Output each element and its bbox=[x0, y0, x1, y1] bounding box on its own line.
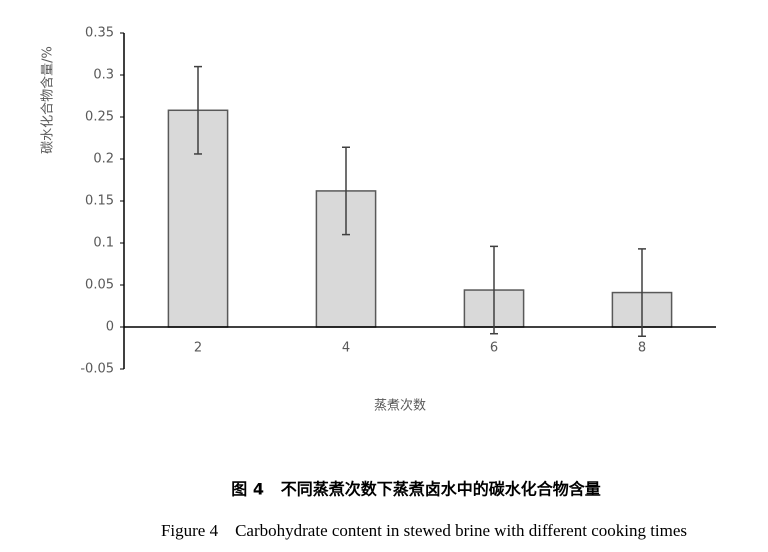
y-tick-label: 0.15 bbox=[85, 194, 114, 209]
x-tick-label: 6 bbox=[490, 341, 498, 356]
error-bar bbox=[490, 245, 498, 335]
y-tick-label: 0.3 bbox=[93, 68, 114, 83]
error-bar bbox=[194, 65, 202, 155]
y-tick-label: -0.05 bbox=[80, 362, 114, 377]
figure-caption: 图 4 不同蒸煮次数下蒸煮卤水中的碳水化合物含量 bbox=[231, 480, 600, 499]
y-tick-label: 0.2 bbox=[93, 152, 114, 167]
y-tick-label: 0.05 bbox=[85, 278, 114, 293]
figure-caption-en: Figure 4 Carbohydrate content in stewed … bbox=[161, 521, 687, 540]
y-tick-label: 0.35 bbox=[85, 26, 114, 41]
x-tick-label: 8 bbox=[638, 341, 646, 356]
error-bar bbox=[342, 146, 350, 236]
y-tick-label: 0.25 bbox=[85, 110, 114, 125]
y-axis-label: 碳水化合物含量/% bbox=[40, 46, 56, 154]
error-bar bbox=[638, 248, 646, 337]
x-tick-label: 2 bbox=[194, 341, 202, 356]
x-axis-label: 蒸煮次数 bbox=[374, 398, 426, 414]
y-tick-label: 0 bbox=[106, 320, 114, 335]
y-tick-label: 0.1 bbox=[93, 236, 114, 251]
x-tick-label: 4 bbox=[342, 341, 350, 356]
